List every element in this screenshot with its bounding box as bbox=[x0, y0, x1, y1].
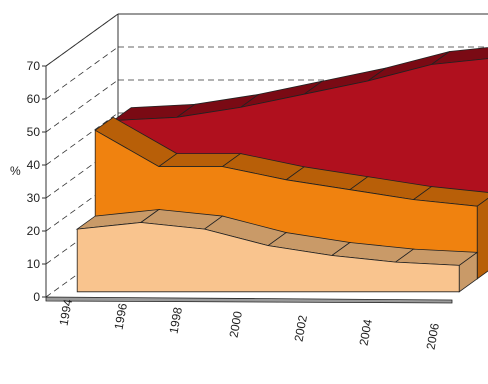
y-axis-ticks: 0 10 20 30 40 50 60 70 bbox=[27, 59, 46, 304]
grid-line-left-40 bbox=[45, 112, 119, 166]
y-tick-label: 40 bbox=[27, 158, 41, 172]
series-end-cap bbox=[476, 197, 488, 280]
x-tick-label: 2000 bbox=[227, 310, 245, 339]
series-layer bbox=[75, 47, 488, 293]
y-axis-label: % bbox=[10, 164, 21, 178]
y-tick-label: 50 bbox=[27, 125, 41, 139]
x-tick-label: 2002 bbox=[292, 314, 310, 343]
chart-floor bbox=[45, 296, 453, 304]
x-tick-label: 1996 bbox=[112, 302, 130, 331]
grid-line-left-60 bbox=[45, 46, 119, 100]
y-tick-label: 60 bbox=[27, 92, 41, 106]
x-tick-label: 1994 bbox=[57, 298, 75, 327]
x-tick-label: 2004 bbox=[357, 318, 375, 347]
x-axis-ticks: 1994 1996 1998 2000 2002 2004 2006 bbox=[57, 298, 442, 351]
y-tick-label: 0 bbox=[33, 290, 40, 304]
floor-front-edge bbox=[45, 296, 453, 304]
y-tick-label: 20 bbox=[27, 224, 41, 238]
x-tick-label: 1998 bbox=[167, 306, 185, 335]
x-tick-label: 2006 bbox=[424, 322, 442, 351]
y-tick-label: 70 bbox=[27, 59, 41, 73]
y-tick-label: 30 bbox=[27, 191, 41, 205]
series-ribbon-2 bbox=[75, 208, 479, 293]
left-wall-top-edge bbox=[45, 13, 119, 67]
grid-line-left-50 bbox=[45, 79, 119, 133]
series-front-face bbox=[76, 222, 460, 293]
y-tick-label: 10 bbox=[27, 257, 41, 271]
